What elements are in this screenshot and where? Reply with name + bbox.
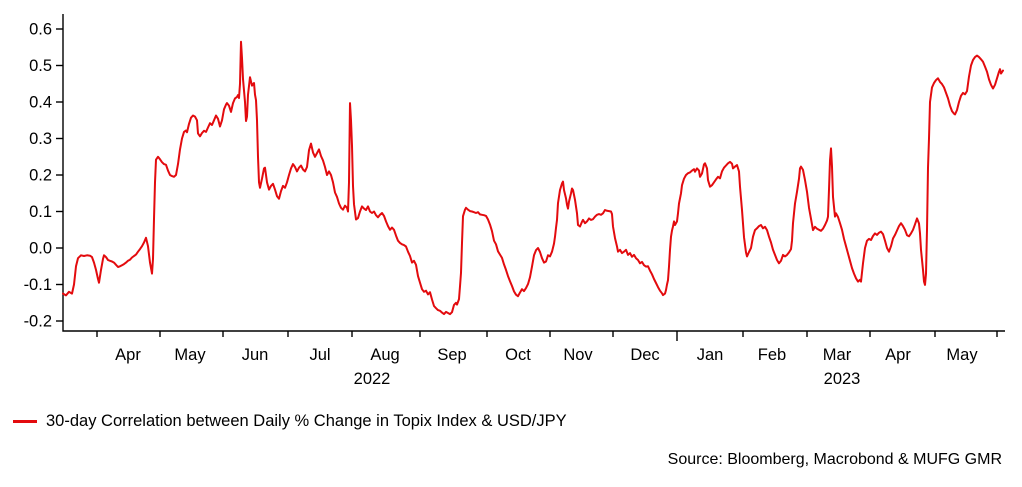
source-note: Source: Bloomberg, Macrobond & MUFG GMR — [667, 451, 1002, 468]
x-month-label: Jan — [697, 346, 724, 364]
y-tick-label: 0.2 — [29, 167, 52, 185]
y-tick-label: 0.3 — [29, 130, 52, 148]
y-tick-label: 0.0 — [29, 240, 52, 258]
legend-line-swatch — [13, 420, 37, 423]
x-month-label: Apr — [885, 346, 911, 364]
x-month-label: May — [946, 346, 978, 364]
x-month-label: Jul — [309, 346, 330, 364]
correlation-chart-svg: 0.6 0.5 0.4 0.3 0.2 0.1 0.0 -0.1 -0.2 Apr May Jun Ju… — [24, 14, 1005, 388]
y-tick-label: 0.5 — [29, 57, 52, 75]
x-year-label: 2022 — [354, 370, 391, 388]
x-month-label: Sep — [437, 346, 466, 364]
y-tick-label: 0.1 — [29, 203, 52, 221]
y-tick-label: -0.2 — [24, 313, 52, 331]
plot-area: 0.6 0.5 0.4 0.3 0.2 0.1 0.0 -0.1 -0.2 Apr May Jun Ju… — [24, 14, 1005, 388]
x-year-label: 2023 — [824, 370, 861, 388]
x-month-label: May — [174, 346, 206, 364]
x-month-label: Jun — [242, 346, 269, 364]
x-month-label: Nov — [563, 346, 593, 364]
x-month-label: Aug — [370, 346, 399, 364]
x-month-label: Dec — [630, 346, 659, 364]
axis-lines — [62, 14, 1005, 332]
correlation-line — [62, 40, 1004, 316]
y-tick-label: -0.1 — [24, 276, 52, 294]
x-month-label: Apr — [115, 346, 141, 364]
legend-label: 30-day Correlation between Daily % Chang… — [46, 412, 567, 430]
legend: 30-day Correlation between Daily % Chang… — [13, 412, 567, 431]
y-tick-label: 0.6 — [29, 21, 52, 39]
x-month-label: Oct — [505, 346, 531, 364]
x-month-label: Feb — [758, 346, 786, 364]
x-month-label: Mar — [823, 346, 852, 364]
y-tick-label: 0.4 — [29, 94, 52, 112]
